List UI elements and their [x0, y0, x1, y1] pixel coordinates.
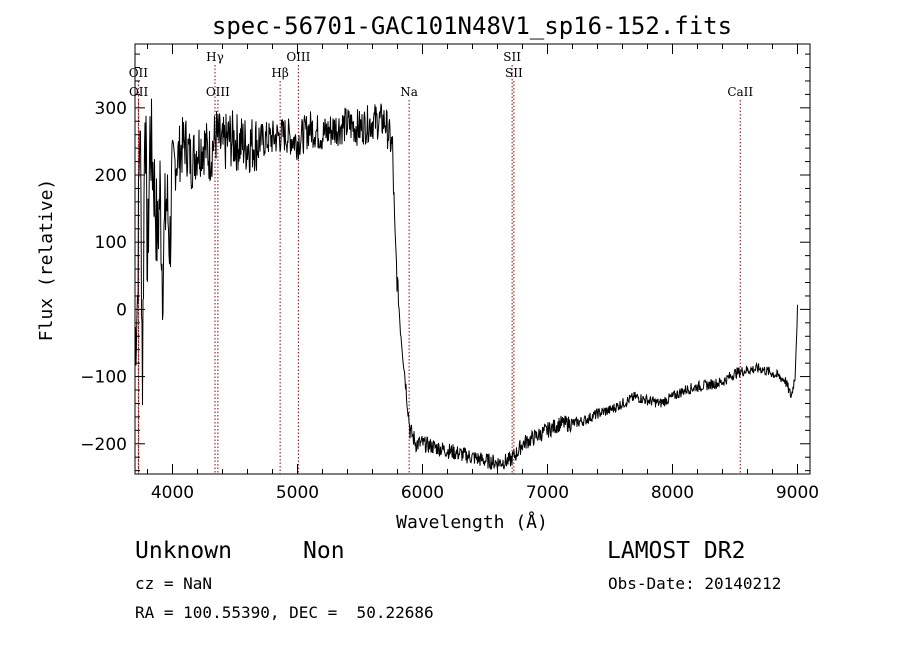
y-tick-label: −100 — [80, 368, 127, 388]
axis-ticks: 4000 5000 6000 7000 8000 9000 −200 −100 0 100 200 3… — [80, 44, 819, 503]
y-tick-label: 300 — [95, 99, 127, 119]
y-tick-label: 200 — [95, 166, 127, 186]
y-tick-label: −200 — [80, 435, 127, 455]
spectrum-line — [134, 98, 798, 470]
redshift-text: cz = NaN — [135, 574, 213, 593]
line-marker-label: Na — [400, 85, 418, 99]
x-tick-label: 5000 — [276, 483, 319, 503]
x-tick-label: 8000 — [651, 483, 694, 503]
x-tick-label: 6000 — [401, 483, 444, 503]
line-marker-label: OIII — [206, 85, 230, 99]
survey-name: LAMOST DR2 — [607, 538, 746, 564]
line-marker-label: OIII — [286, 50, 310, 64]
line-marker-label: SII — [503, 50, 521, 64]
plot-frame — [134, 43, 811, 475]
x-axis-label: Wavelength (Å) — [396, 511, 548, 533]
object-class: Unknown — [135, 538, 232, 564]
y-axis-label: Flux (relative) — [36, 179, 57, 342]
object-subclass: Non — [303, 538, 345, 564]
x-tick-label: 7000 — [526, 483, 569, 503]
coordinates-text: RA = 100.55390, DEC = 50.22686 — [135, 603, 434, 622]
line-marker-label: SII — [505, 66, 523, 80]
line-marker-label: OII — [129, 85, 149, 99]
line-marker-label: Hγ — [206, 50, 224, 64]
x-tick-label: 9000 — [776, 483, 819, 503]
line-marker-label: CaII — [727, 85, 753, 99]
line-marker-label: OII — [129, 66, 149, 80]
obs-date-text: Obs-Date: 20140212 — [608, 574, 782, 593]
chart-title: spec-56701-GAC101N48V1_sp16-152.fits — [212, 12, 732, 40]
line-marker-label: Hβ — [271, 66, 288, 80]
x-tick-label: 4000 — [151, 483, 194, 503]
emission-line-markers: OII OII Hγ OIII Hβ OIII Na SII SII CaII — [129, 50, 753, 474]
y-tick-label: 0 — [116, 300, 127, 320]
y-tick-label: 100 — [95, 233, 127, 253]
